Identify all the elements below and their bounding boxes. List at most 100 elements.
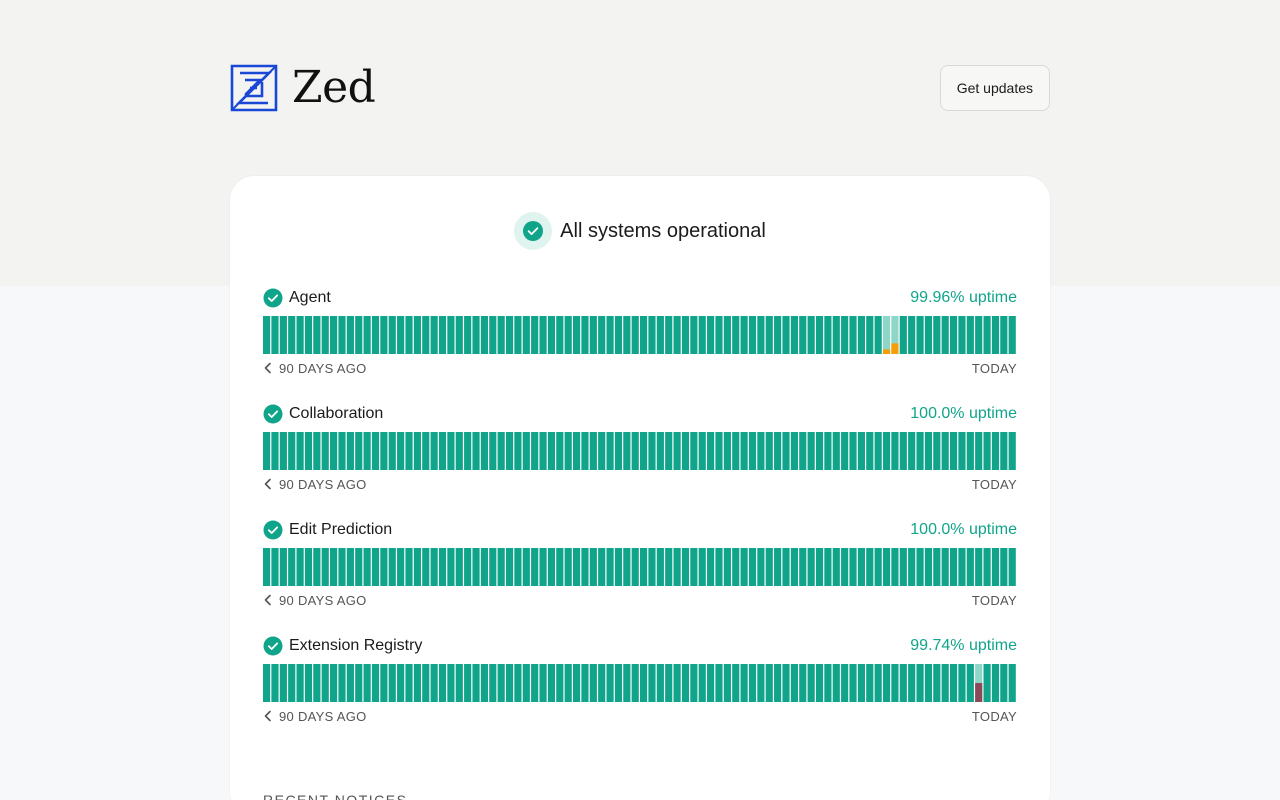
uptime-day-bar[interactable] (598, 316, 605, 354)
uptime-day-bar[interactable] (355, 664, 362, 702)
uptime-day-bar[interactable] (682, 548, 689, 586)
uptime-day-bar[interactable] (364, 316, 371, 354)
uptime-day-bar[interactable] (565, 548, 572, 586)
uptime-day-bar[interactable] (523, 432, 530, 470)
uptime-day-bar[interactable] (456, 664, 463, 702)
uptime-day-bar[interactable] (699, 316, 706, 354)
uptime-day-bar[interactable] (950, 664, 957, 702)
uptime-day-bar[interactable] (338, 548, 345, 586)
uptime-day-bar[interactable] (782, 432, 789, 470)
uptime-day-bar[interactable] (548, 664, 555, 702)
uptime-day-bar[interactable] (447, 664, 454, 702)
uptime-day-bar[interactable] (372, 316, 379, 354)
uptime-day-bar[interactable] (824, 664, 831, 702)
uptime-day-bar[interactable] (297, 432, 304, 470)
brand-logo[interactable]: Zed (230, 64, 375, 112)
uptime-day-bar[interactable] (933, 316, 940, 354)
range-start[interactable]: 90 DAYS AGO (263, 709, 367, 724)
uptime-day-bar[interactable] (414, 664, 421, 702)
uptime-day-bar[interactable] (389, 316, 396, 354)
uptime-day-bar[interactable] (858, 316, 865, 354)
uptime-day-bar[interactable] (983, 664, 990, 702)
uptime-day-bar[interactable] (690, 432, 697, 470)
uptime-day-bar[interactable] (498, 548, 505, 586)
uptime-day-bar[interactable] (606, 664, 613, 702)
uptime-day-bar[interactable] (573, 432, 580, 470)
uptime-day-bar[interactable] (866, 548, 873, 586)
uptime-day-bar[interactable] (556, 548, 563, 586)
uptime-day-bar[interactable] (464, 664, 471, 702)
uptime-day-bar[interactable] (431, 548, 438, 586)
uptime-day-bar[interactable] (498, 316, 505, 354)
uptime-day-bar[interactable] (347, 316, 354, 354)
uptime-day-bar[interactable] (858, 664, 865, 702)
uptime-day-bar[interactable] (632, 548, 639, 586)
uptime-day-bar[interactable] (891, 432, 898, 470)
range-start[interactable]: 90 DAYS AGO (263, 477, 367, 492)
uptime-day-bar[interactable] (472, 316, 479, 354)
uptime-day-bar[interactable] (464, 548, 471, 586)
uptime-day-bar[interactable] (992, 548, 999, 586)
uptime-day-bar[interactable] (824, 432, 831, 470)
uptime-day-bar[interactable] (833, 664, 840, 702)
uptime-day-bar[interactable] (598, 432, 605, 470)
uptime-day-bar[interactable] (422, 664, 429, 702)
uptime-day-bar[interactable] (305, 316, 312, 354)
uptime-day-bar[interactable] (456, 432, 463, 470)
uptime-day-bar[interactable] (732, 432, 739, 470)
uptime-day-bar[interactable] (657, 316, 664, 354)
uptime-day-bar[interactable] (556, 316, 563, 354)
uptime-day-bar[interactable] (397, 316, 404, 354)
uptime-day-bar[interactable] (380, 664, 387, 702)
uptime-day-bar[interactable] (749, 548, 756, 586)
uptime-day-bar[interactable] (288, 664, 295, 702)
uptime-day-bar[interactable] (414, 548, 421, 586)
uptime-day-bar[interactable] (908, 664, 915, 702)
uptime-day-bar[interactable] (338, 664, 345, 702)
uptime-day-bar[interactable] (833, 548, 840, 586)
uptime-day-bar[interactable] (623, 432, 630, 470)
uptime-day-bar[interactable] (933, 664, 940, 702)
uptime-day-bar[interactable] (431, 432, 438, 470)
uptime-day-bar[interactable] (866, 432, 873, 470)
uptime-day-bar[interactable] (590, 316, 597, 354)
uptime-day-bar[interactable] (464, 316, 471, 354)
uptime-day-bar[interactable] (397, 548, 404, 586)
uptime-day-bar[interactable] (958, 316, 965, 354)
uptime-day-bar[interactable] (1000, 548, 1007, 586)
uptime-day-bar[interactable] (606, 316, 613, 354)
uptime-day-bar[interactable] (942, 664, 949, 702)
uptime-day-bar[interactable] (573, 316, 580, 354)
uptime-day-bar[interactable] (506, 316, 513, 354)
uptime-day-bar[interactable] (422, 432, 429, 470)
uptime-day-bar[interactable] (958, 664, 965, 702)
uptime-day-bar[interactable] (967, 316, 974, 354)
uptime-day-bar[interactable] (280, 316, 287, 354)
uptime-day-bar[interactable] (297, 664, 304, 702)
uptime-day-bar[interactable] (841, 316, 848, 354)
uptime-day-bar[interactable] (539, 664, 546, 702)
uptime-day-bar[interactable] (925, 432, 932, 470)
uptime-day-bar[interactable] (908, 432, 915, 470)
uptime-day-bar[interactable] (405, 432, 412, 470)
uptime-day-bar[interactable] (305, 664, 312, 702)
uptime-day-bar[interactable] (439, 432, 446, 470)
uptime-day-bar[interactable] (682, 664, 689, 702)
uptime-day-bar[interactable] (757, 316, 764, 354)
uptime-day-bar[interactable] (875, 432, 882, 470)
uptime-day-bar[interactable] (950, 432, 957, 470)
uptime-day-bar[interactable] (883, 432, 890, 470)
uptime-day-bar[interactable] (338, 432, 345, 470)
uptime-day-bar[interactable] (774, 316, 781, 354)
uptime-day-bar[interactable] (489, 432, 496, 470)
uptime-day-bar[interactable] (489, 316, 496, 354)
uptime-day-bar[interactable] (447, 316, 454, 354)
uptime-day-bar[interactable] (615, 316, 622, 354)
uptime-day-bar[interactable] (967, 432, 974, 470)
uptime-day-bar[interactable] (581, 316, 588, 354)
uptime-day-bar[interactable] (573, 664, 580, 702)
uptime-day-bar[interactable] (590, 664, 597, 702)
uptime-day-bar[interactable] (389, 664, 396, 702)
uptime-day-bar[interactable] (707, 316, 714, 354)
uptime-day-bar[interactable] (891, 548, 898, 586)
